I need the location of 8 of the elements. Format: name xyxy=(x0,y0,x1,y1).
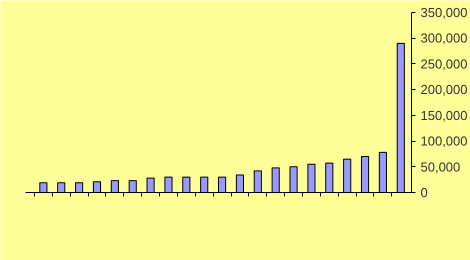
y-tick-label: 350,000 xyxy=(420,5,468,20)
y-tick-label: 100,000 xyxy=(420,134,468,149)
y-tick-label: 200,000 xyxy=(420,82,468,98)
y-tick-label: 300,000 xyxy=(420,30,468,46)
y-tick-label: 250,000 xyxy=(420,56,468,72)
y-tick-label: 50,000 xyxy=(420,159,460,174)
y-tick-label: 0 xyxy=(420,185,428,200)
y-tick-label: 150,000 xyxy=(420,108,468,123)
